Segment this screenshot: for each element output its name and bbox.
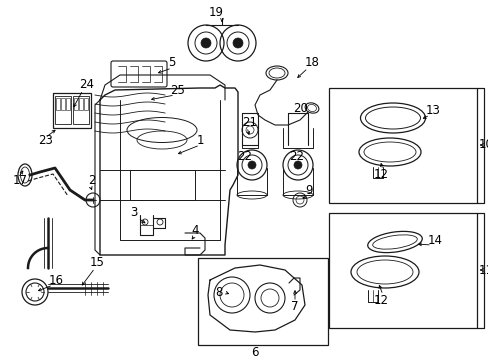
Text: 21: 21 <box>242 117 257 130</box>
Text: 3: 3 <box>130 207 137 220</box>
Text: 22: 22 <box>237 150 251 163</box>
Text: 12: 12 <box>373 293 388 306</box>
Bar <box>328 213 476 328</box>
Text: 10: 10 <box>478 139 488 152</box>
Bar <box>198 258 327 345</box>
Text: 9: 9 <box>305 184 312 197</box>
Text: 5: 5 <box>168 55 175 68</box>
Text: 15: 15 <box>90 256 104 270</box>
Text: 22: 22 <box>288 150 304 163</box>
Text: 17: 17 <box>13 174 28 186</box>
Text: 4: 4 <box>191 224 198 237</box>
Bar <box>74 98 78 110</box>
Bar <box>73 96 89 124</box>
Circle shape <box>232 38 243 48</box>
Text: 24: 24 <box>79 77 94 90</box>
Circle shape <box>247 161 256 169</box>
Text: 1: 1 <box>197 134 204 147</box>
Bar <box>79 98 83 110</box>
Circle shape <box>293 161 302 169</box>
Circle shape <box>201 38 210 48</box>
Bar <box>61 98 65 110</box>
Text: 13: 13 <box>425 104 440 117</box>
Bar <box>55 96 71 124</box>
Bar <box>328 88 476 203</box>
Text: 14: 14 <box>427 234 442 247</box>
Text: 25: 25 <box>170 84 184 96</box>
Text: 20: 20 <box>292 102 307 114</box>
Text: 12: 12 <box>373 168 388 181</box>
Bar <box>84 98 88 110</box>
Text: 6: 6 <box>251 346 258 359</box>
Text: 8: 8 <box>215 285 222 298</box>
Text: 2: 2 <box>88 174 95 186</box>
Text: 11: 11 <box>478 264 488 276</box>
Text: 16: 16 <box>49 274 64 287</box>
Bar <box>56 98 60 110</box>
Text: 23: 23 <box>38 134 53 147</box>
Text: 7: 7 <box>290 300 298 312</box>
Bar <box>53 93 91 128</box>
Text: 18: 18 <box>305 55 319 68</box>
Bar <box>66 98 70 110</box>
Text: 19: 19 <box>208 6 223 19</box>
